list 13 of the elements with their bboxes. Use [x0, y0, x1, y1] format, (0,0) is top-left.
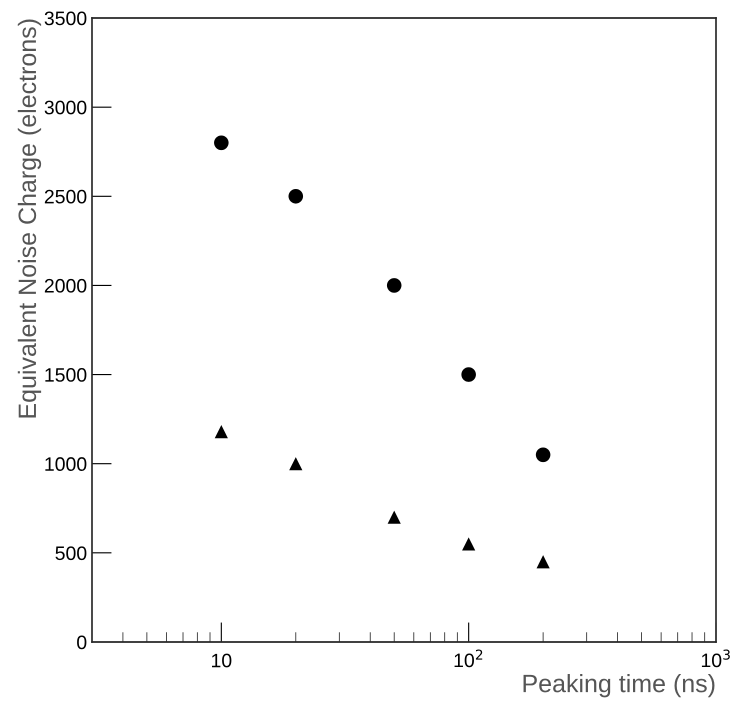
- y-tick-label: 0: [77, 635, 86, 650]
- x-axis-title: Peaking time (ns): [524, 674, 714, 698]
- y-tick-label: 500: [55, 546, 86, 560]
- x-tick-label: 10: [212, 654, 232, 668]
- y-tick-label: 3000: [44, 100, 86, 114]
- x-tick-label: 10$^{2}$: [454, 650, 482, 668]
- y-axis-title: Equivalent Noise Charge (electrons): [18, 20, 42, 418]
- y-tick-label: 1500: [45, 368, 86, 382]
- y-tick-label: 2000: [44, 278, 86, 293]
- y-tick-label: 2500: [44, 190, 86, 204]
- y-tick-label: 1000: [45, 457, 86, 471]
- x-tick-label: 10$^{3}$: [702, 650, 730, 668]
- y-tick-label: 3500: [44, 11, 86, 26]
